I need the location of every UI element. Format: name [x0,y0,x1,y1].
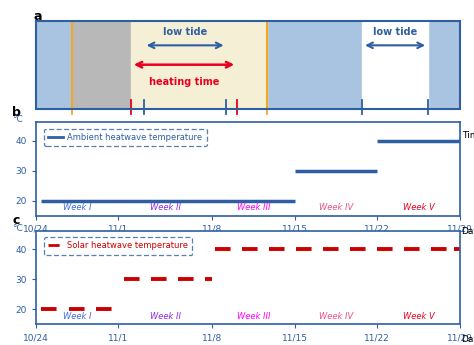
Text: low tide: low tide [373,27,417,37]
Text: Time: Time [462,131,474,140]
Text: Date: Date [461,227,474,236]
Text: Week V: Week V [402,312,434,321]
Text: c: c [12,214,19,227]
Text: Week IV: Week IV [319,312,353,321]
Text: 6:00: 6:00 [62,131,82,140]
Text: 23:30: 23:30 [349,131,375,140]
Text: 16:30: 16:30 [214,131,239,140]
Bar [72,21,131,109]
Text: Week I: Week I [63,203,91,212]
Text: °C: °C [12,224,23,233]
Text: Week V: Week V [402,203,434,212]
Text: Week II: Week II [150,203,181,212]
Text: Week II: Week II [150,312,181,321]
Bar [131,21,267,109]
Legend: Solar heatwave temperature: Solar heatwave temperature [44,237,192,255]
Text: a: a [34,10,42,23]
Text: 11:30: 11:30 [131,131,156,140]
Text: heating time: heating time [149,77,219,87]
Text: Date: Date [461,335,474,344]
Text: b: b [12,106,21,119]
Text: 4:30: 4:30 [418,131,438,140]
Bar [362,21,428,109]
Text: 11:00: 11:00 [118,131,144,140]
Text: °C: °C [12,115,23,124]
Legend: Ambient heatwave temperature: Ambient heatwave temperature [44,128,207,146]
Text: 17:00: 17:00 [224,131,250,140]
Text: 19:00: 19:00 [254,131,279,140]
Text: Week I: Week I [63,312,91,321]
Text: Week IV: Week IV [319,203,353,212]
Text: Week III: Week III [237,203,270,212]
Text: Week III: Week III [237,312,270,321]
Text: low tide: low tide [163,27,207,37]
